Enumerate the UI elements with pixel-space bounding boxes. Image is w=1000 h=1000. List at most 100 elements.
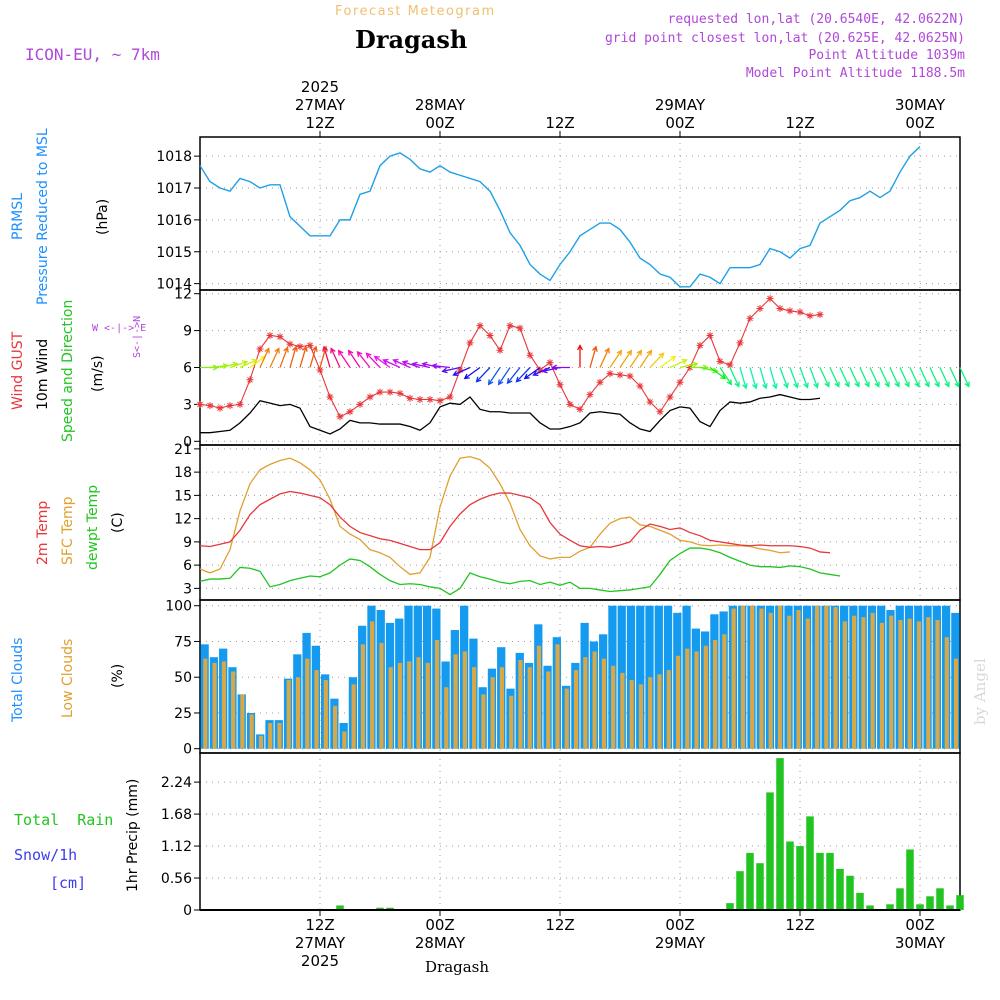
wind-direction-arrow bbox=[431, 363, 451, 369]
time-label-top: 2025 bbox=[301, 78, 339, 96]
wind-direction-arrow bbox=[475, 367, 491, 383]
time-label-top: 00Z bbox=[665, 114, 694, 132]
wind-ytick-label: 3 bbox=[183, 397, 192, 413]
wind-compass: W <-|-> E bbox=[92, 323, 146, 334]
gust-marker bbox=[196, 400, 204, 408]
temp-ytick-label: 3 bbox=[183, 581, 192, 597]
low-cloud-bar bbox=[370, 621, 375, 749]
wind-direction-arrow bbox=[532, 366, 551, 377]
time-label-top: 30MAY bbox=[895, 96, 946, 114]
low-cloud-bar bbox=[768, 612, 773, 749]
low-cloud-bar bbox=[453, 654, 458, 749]
low-cloud-bar bbox=[750, 605, 755, 749]
precip-bar bbox=[796, 846, 804, 910]
gust-marker bbox=[376, 388, 384, 396]
low-cloud-bar bbox=[360, 644, 365, 749]
low-cloud-bar bbox=[713, 640, 718, 749]
low-cloud-bar bbox=[611, 665, 616, 749]
gust-marker bbox=[216, 404, 224, 412]
time-label-top: 28MAY bbox=[415, 96, 466, 114]
low-cloud-bar bbox=[499, 667, 504, 749]
temp-label-dewpt: dewpt Temp bbox=[85, 485, 101, 570]
gust-marker bbox=[366, 393, 374, 401]
low-cloud-bar bbox=[620, 672, 625, 749]
low-cloud-bar bbox=[657, 674, 662, 749]
wind-direction-arrow bbox=[309, 345, 318, 368]
gust-marker bbox=[276, 333, 284, 341]
wind-direction-arrow bbox=[392, 358, 411, 369]
meteogram-subtitle: Forecast Meteogram bbox=[335, 4, 496, 19]
temp-ytick-label: 21 bbox=[174, 442, 192, 458]
wind-direction-arrow bbox=[829, 367, 840, 388]
low-cloud-bar bbox=[638, 684, 644, 749]
precip-ytick-label: 2.24 bbox=[161, 775, 192, 791]
low-cloud-bar bbox=[601, 658, 606, 749]
time-label-top: 12Z bbox=[305, 114, 334, 132]
clouds-ytick-label: 100 bbox=[165, 599, 192, 615]
low-cloud-bar bbox=[759, 608, 764, 749]
low-cloud-bar bbox=[203, 658, 208, 749]
precip-bar bbox=[746, 852, 754, 910]
precip-ytick-label: 0.56 bbox=[161, 871, 192, 887]
wind-compass-vertical: S<-|->N bbox=[132, 316, 143, 358]
low-cloud-bar bbox=[397, 662, 403, 749]
low-cloud-bar bbox=[685, 648, 690, 749]
wind-direction-arrow bbox=[959, 367, 970, 388]
wind-direction-arrow bbox=[769, 367, 778, 390]
gust-marker bbox=[536, 366, 544, 374]
wind-label-speed: Speed and Direction bbox=[60, 300, 76, 442]
low-cloud-bar bbox=[221, 661, 226, 749]
low-cloud-bar bbox=[907, 618, 912, 749]
low-cloud-bar bbox=[425, 662, 430, 749]
low-cloud-bar bbox=[898, 620, 903, 749]
gust-marker bbox=[506, 322, 514, 330]
time-label-bottom: 00Z bbox=[665, 916, 694, 934]
gust-marker bbox=[606, 370, 614, 378]
precip-bar bbox=[826, 852, 834, 910]
gust-marker bbox=[706, 332, 714, 340]
wind-direction-arrow bbox=[401, 360, 421, 369]
wind-direction-arrow bbox=[373, 355, 391, 369]
clouds-ytick-label: 0 bbox=[183, 742, 192, 758]
wind-ytick-label: 9 bbox=[183, 324, 192, 340]
gust-marker bbox=[716, 357, 724, 365]
wind-direction-arrow bbox=[337, 349, 351, 368]
pressure-label-unit: (hPa) bbox=[95, 199, 111, 235]
low-cloud-bar bbox=[509, 695, 514, 749]
wind-direction-arrow bbox=[330, 347, 341, 368]
time-label-top: 29MAY bbox=[655, 96, 706, 114]
precip-bar bbox=[946, 905, 954, 910]
wind-direction-arrow bbox=[729, 367, 740, 388]
wind-label-10m: 10m Wind bbox=[35, 339, 51, 410]
precip-bar bbox=[866, 905, 874, 910]
gust-marker bbox=[626, 372, 634, 380]
time-label-bottom: 12Z bbox=[545, 916, 574, 934]
temp-2m-line bbox=[199, 490, 831, 554]
temp-ytick-label: 18 bbox=[174, 465, 192, 481]
wind-direction-arrow bbox=[909, 367, 920, 388]
low-cloud-bar bbox=[527, 667, 532, 749]
gust-marker bbox=[466, 339, 474, 347]
wind-direction-arrow bbox=[749, 367, 758, 390]
low-cloud-bar bbox=[953, 658, 959, 749]
wind-ytick-label: 0 bbox=[183, 434, 192, 450]
precip-label-snow: Snow/1h bbox=[14, 846, 77, 864]
wind-direction-arrow bbox=[289, 345, 298, 368]
footer-location: Dragash bbox=[425, 958, 489, 976]
wind-ytick-label: 6 bbox=[183, 361, 192, 377]
precip-bar bbox=[756, 863, 764, 910]
low-cloud-bar bbox=[416, 657, 421, 749]
low-cloud-bar bbox=[518, 660, 523, 749]
point-altitude: Point Altitude 1039m bbox=[808, 48, 965, 63]
low-cloud-bar bbox=[777, 605, 783, 749]
wind-direction-arrow bbox=[599, 347, 610, 368]
low-cloud-bar bbox=[592, 651, 597, 749]
pressure-line bbox=[199, 146, 921, 288]
precip-ytick-label: 1.68 bbox=[161, 807, 192, 823]
wind-direction-arrow bbox=[589, 345, 598, 368]
temp-ytick-label: 12 bbox=[174, 512, 192, 528]
low-cloud-bar bbox=[814, 605, 820, 749]
gust-marker bbox=[486, 332, 494, 340]
low-cloud-bar bbox=[629, 680, 634, 749]
wind-direction-arrow bbox=[799, 367, 809, 389]
